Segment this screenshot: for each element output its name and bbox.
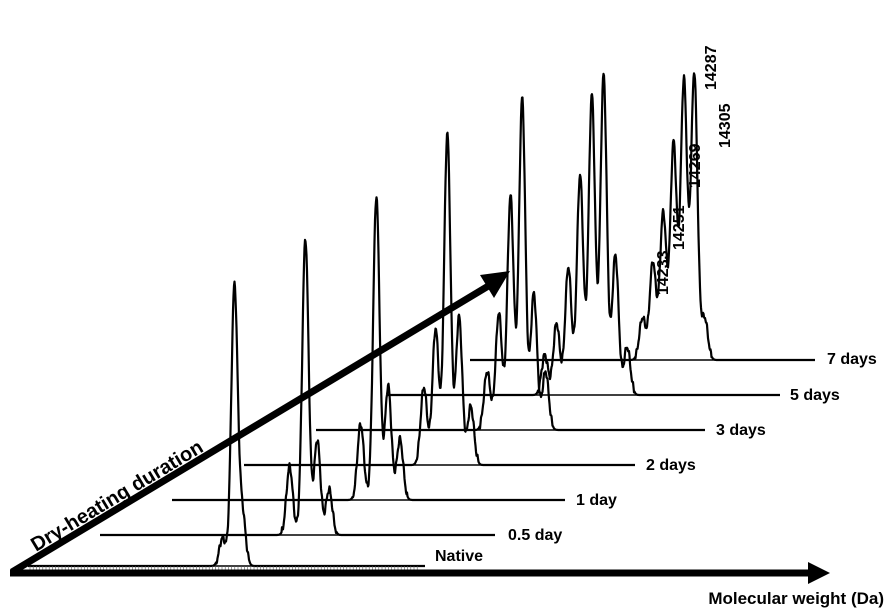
trace-7-days: 7 days — [469, 72, 877, 368]
trace-0-5-day: 0.5 day — [99, 238, 562, 544]
peak-label-14305: 14305 — [717, 103, 734, 148]
series-label-7-days: 7 days — [827, 351, 877, 368]
spectrum-3-days — [315, 96, 706, 432]
x-axis-label: Molecular weight (Da) — [708, 589, 884, 608]
series-label-5-days: 5 days — [790, 387, 840, 404]
x-axis: Molecular weight (Da) — [10, 562, 884, 608]
trace-3-days: 3 days — [315, 96, 766, 439]
trace-1-day: 1 day — [171, 196, 617, 509]
spectrum-7-days — [469, 72, 816, 362]
series-label-2-days: 2 days — [646, 457, 696, 474]
spectrum-1-day — [171, 196, 566, 502]
spectra-group: Native 0.5 day 1 day 2 days 3 days 5 days 7 da… — [27, 72, 877, 568]
peak-label-14251: 14251 — [671, 205, 688, 250]
spectrum-5-days — [387, 72, 781, 397]
duration-arrow-label: Dry-heating duration — [27, 436, 207, 556]
series-label-1-day: 1 day — [576, 492, 617, 509]
trace-5-days: 5 days — [387, 72, 840, 404]
peak-label-14233: 14233 — [655, 250, 672, 295]
trace-2-days: 2 days — [243, 131, 696, 474]
series-label-3-days: 3 days — [716, 422, 766, 439]
spectrum-2-days — [243, 131, 636, 467]
duration-arrow-head — [480, 271, 510, 298]
duration-arrow-line — [10, 278, 497, 576]
duration-arrow-group: Dry-heating duration — [10, 271, 510, 576]
peak-label-14287: 14287 — [703, 45, 720, 90]
native-tick-marks — [29, 566, 418, 570]
spectrum-0-5-day — [99, 238, 496, 537]
x-axis-arrow-head — [808, 562, 830, 584]
series-label-native: Native — [435, 548, 483, 565]
series-label-0-5-day: 0.5 day — [508, 527, 562, 544]
peak-label-14269: 14269 — [687, 143, 704, 188]
